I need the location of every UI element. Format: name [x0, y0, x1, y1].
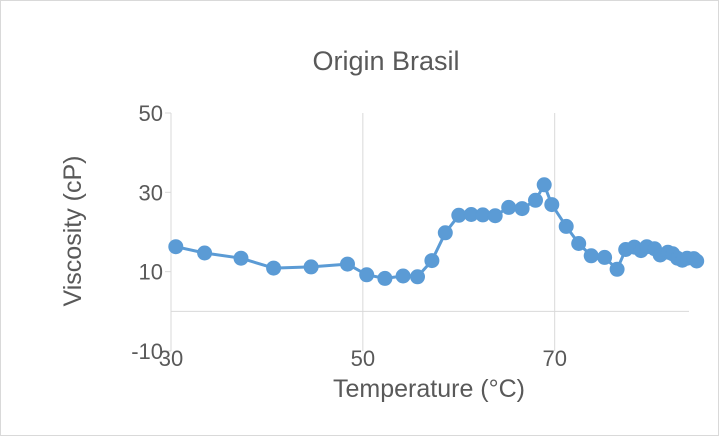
data-point — [544, 197, 560, 213]
x-axis-ticks: 30 50 70 — [159, 346, 567, 371]
data-point — [437, 225, 453, 241]
data-point — [689, 253, 705, 269]
y-axis-ticks: 50 30 10 -10 — [131, 101, 171, 364]
data-point — [340, 256, 355, 272]
data-point — [233, 250, 249, 266]
data-point — [395, 268, 411, 284]
x-tick-label: 70 — [542, 346, 566, 371]
x-tick-label: 50 — [351, 346, 375, 371]
data-point — [583, 248, 599, 264]
data-point — [571, 236, 587, 251]
data-point — [558, 218, 574, 234]
data-point — [197, 245, 213, 261]
data-point — [514, 201, 530, 217]
data-point — [266, 260, 282, 276]
gridlines — [362, 113, 556, 351]
series-layer — [168, 177, 705, 286]
data-point — [528, 192, 543, 208]
data-point — [303, 259, 319, 275]
x-tick-label: 30 — [159, 346, 183, 371]
y-tick-label: 50 — [139, 101, 163, 126]
y-tick-label: -10 — [131, 339, 163, 364]
data-point — [501, 199, 517, 215]
chart-title: Origin Brasil — [312, 46, 459, 76]
data-point — [168, 239, 184, 255]
y-tick-label: 30 — [139, 180, 163, 205]
data-point — [487, 208, 503, 224]
data-point — [597, 249, 613, 265]
data-point — [451, 207, 467, 223]
data-point — [377, 270, 393, 286]
y-axis-label: Viscosity (cP) — [59, 156, 87, 307]
data-point — [536, 177, 552, 193]
data-point — [410, 269, 425, 285]
axes — [170, 113, 689, 351]
y-tick-label: 10 — [139, 260, 163, 285]
data-point — [475, 207, 491, 223]
data-point — [359, 267, 375, 283]
data-point — [609, 261, 625, 277]
x-axis-label: Temperature (°C) — [333, 375, 525, 403]
data-point — [424, 253, 440, 269]
